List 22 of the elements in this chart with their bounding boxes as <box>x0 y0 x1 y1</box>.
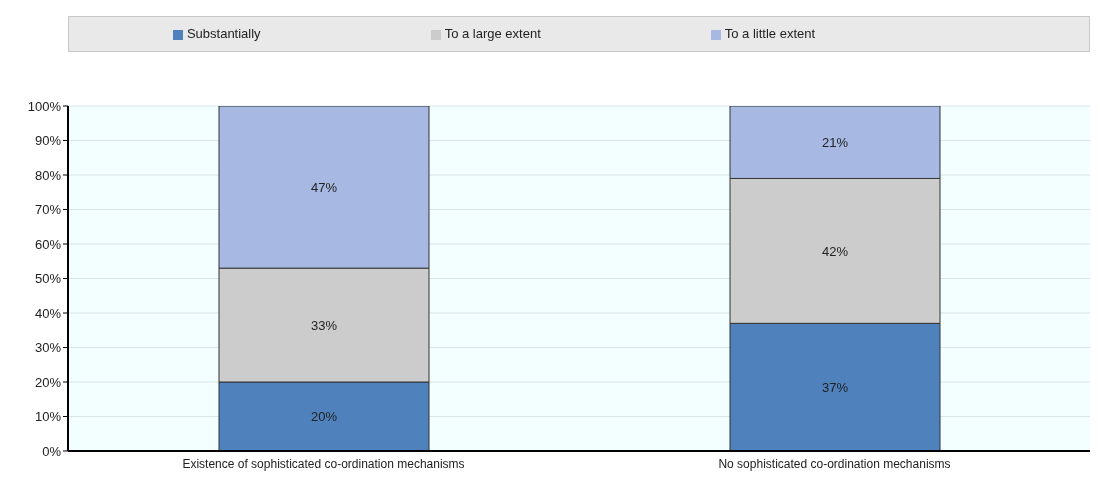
y-tick-label: 40% <box>34 305 62 321</box>
legend-label: To a large extent <box>444 26 541 41</box>
data-label: 33% <box>310 317 338 333</box>
y-tick-label: 30% <box>34 340 62 356</box>
data-label: 42% <box>821 243 849 259</box>
y-tick-label: 90% <box>34 133 62 149</box>
y-tick-label: 0% <box>42 443 62 459</box>
x-tick-label: No sophisticated co-ordination mechanisms <box>718 456 951 471</box>
data-label: 21% <box>821 134 849 150</box>
y-tick-label: 100% <box>27 98 62 114</box>
data-label: 37% <box>821 379 849 395</box>
x-tick-label: Existence of sophisticated co-ordination mechanisms <box>182 456 465 471</box>
y-tick-label: 20% <box>34 374 62 390</box>
y-tick-label: 10% <box>34 409 62 425</box>
legend-label: Substantially <box>186 26 261 41</box>
data-label: 20% <box>310 409 338 425</box>
data-label: 47% <box>310 179 338 195</box>
legend-label: To a little extent <box>724 26 816 41</box>
y-tick-label: 60% <box>34 236 62 252</box>
y-tick-label: 80% <box>34 167 62 183</box>
y-tick-label: 70% <box>34 202 62 218</box>
y-tick-label: 50% <box>34 271 62 287</box>
